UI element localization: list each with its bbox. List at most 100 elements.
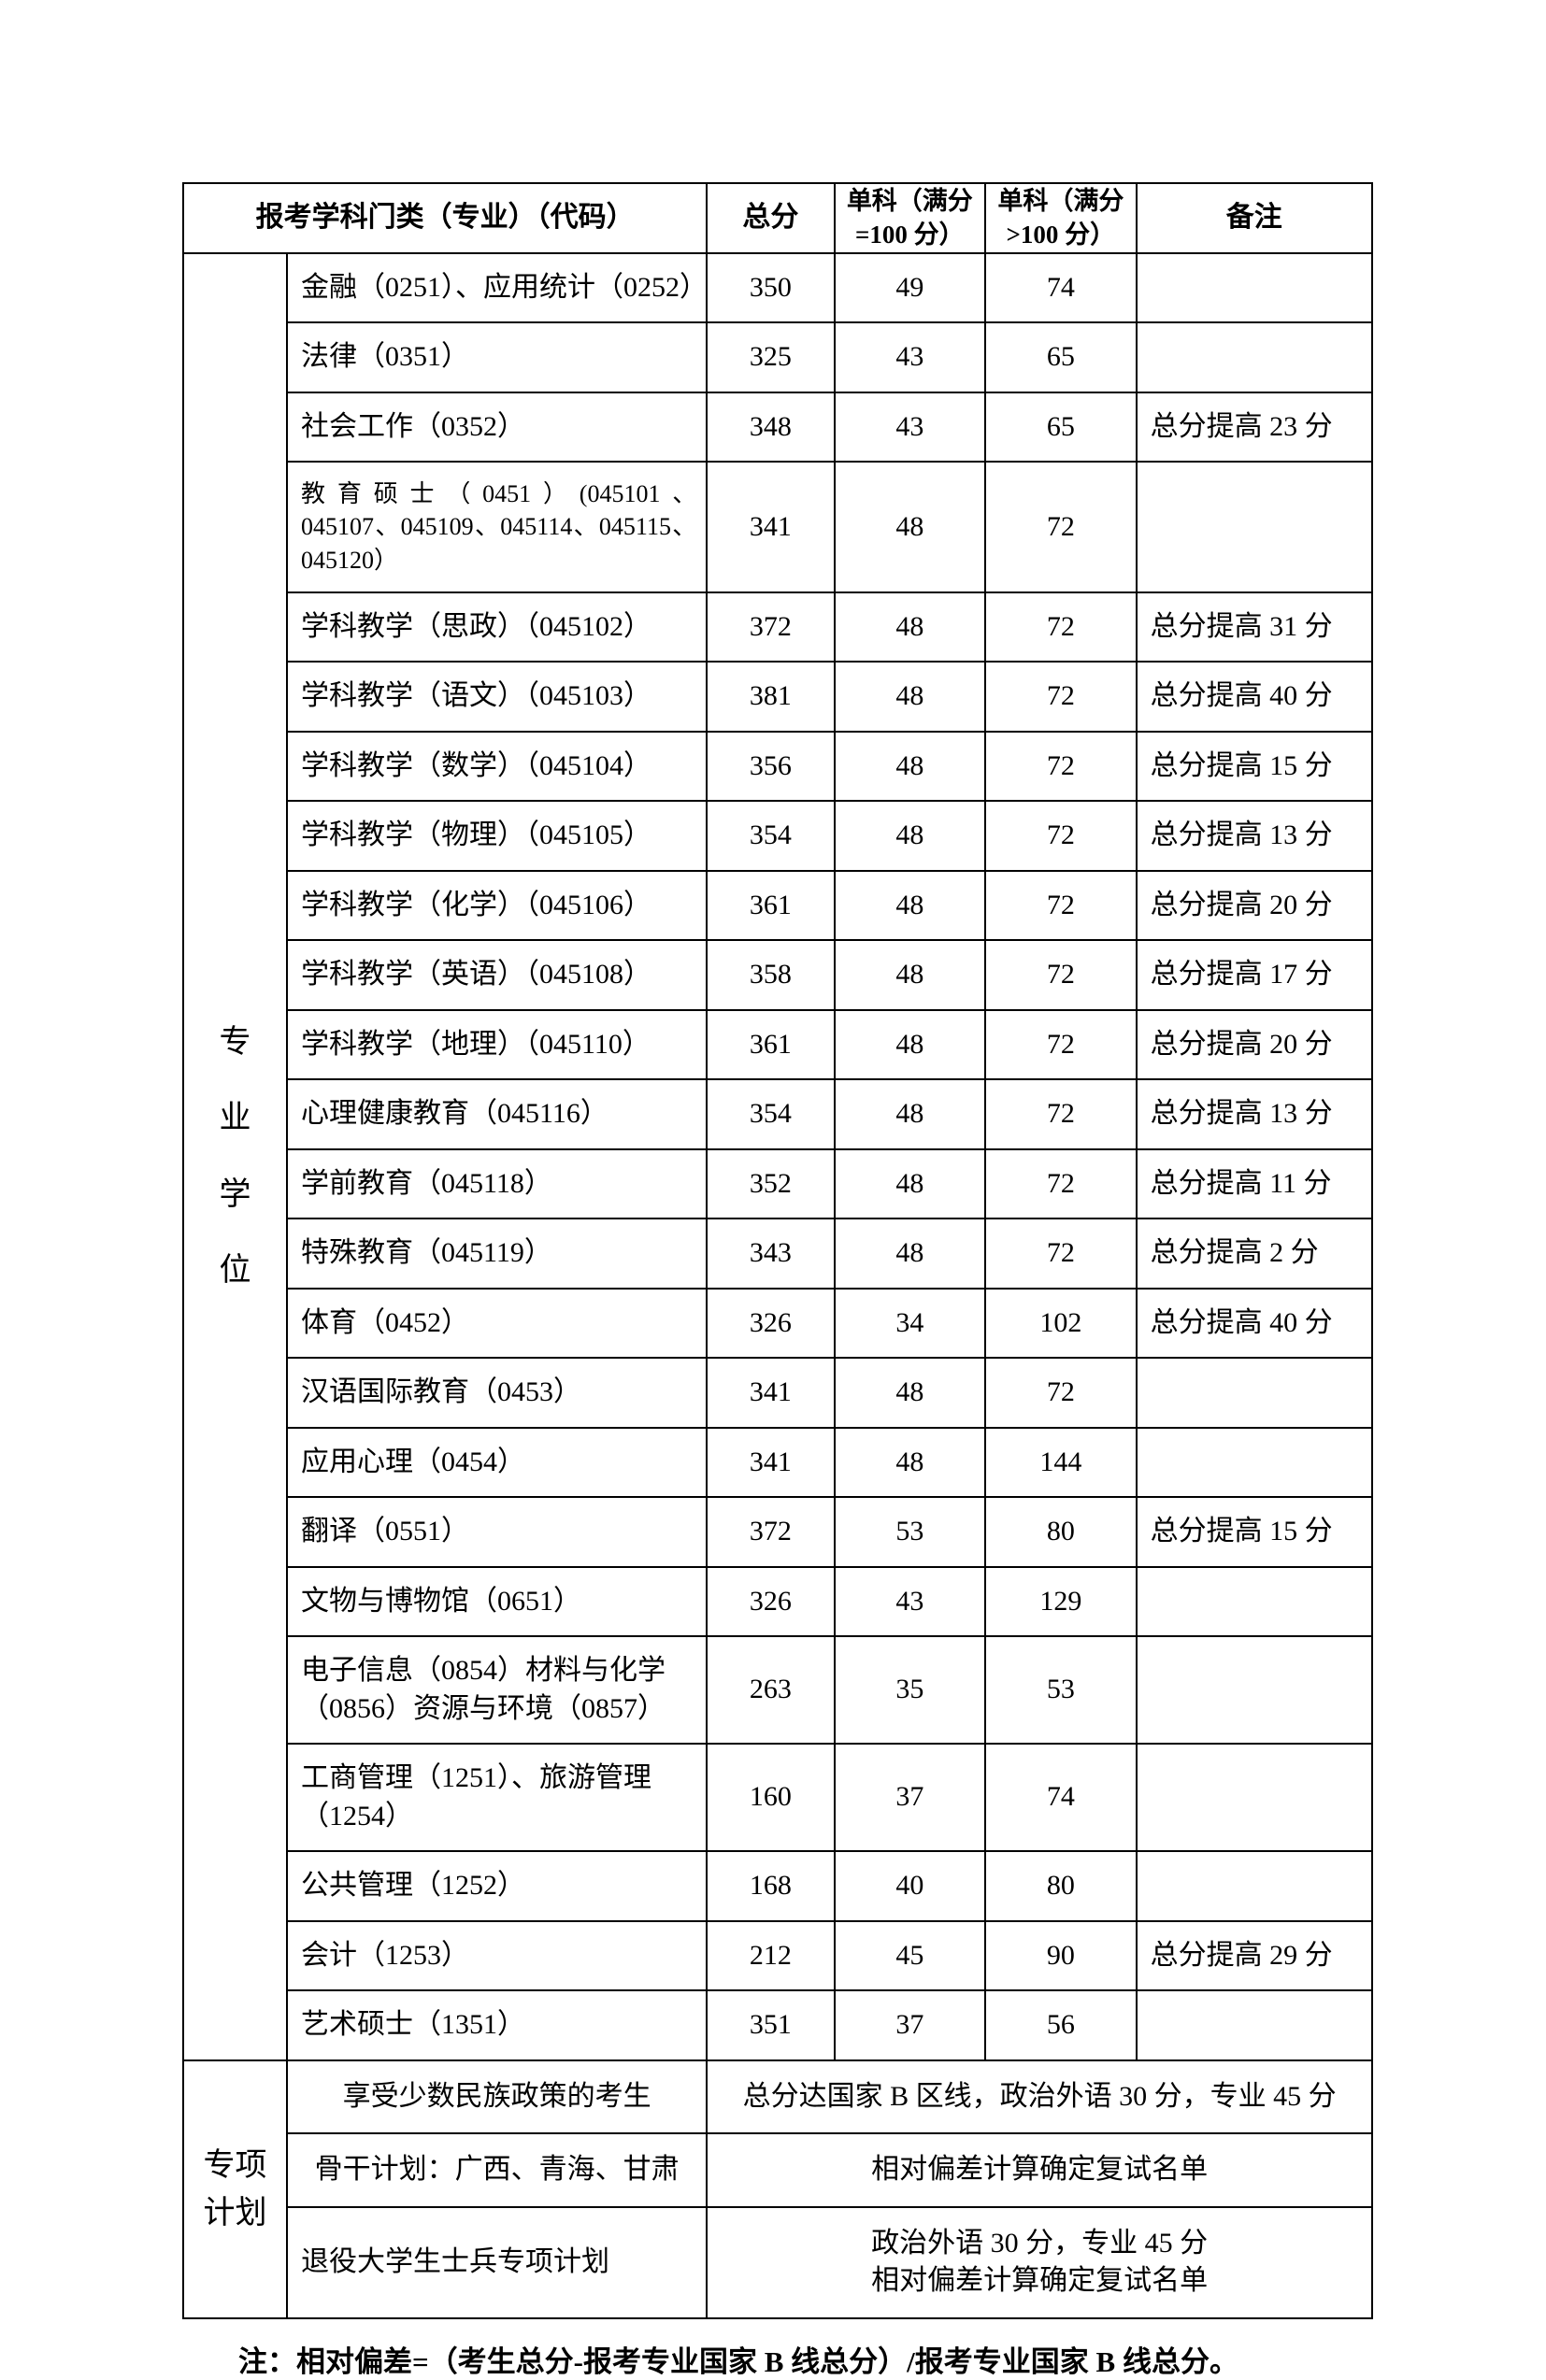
header-subj1: 单科（满分=100 分）	[835, 183, 986, 253]
table-row: 学科教学（物理）（045105）3544872总分提高 13 分	[183, 801, 1372, 871]
subject2-cell: 65	[985, 392, 1137, 463]
subject1-cell: 48	[835, 1079, 986, 1149]
total-score-cell: 212	[707, 1921, 834, 1991]
subject1-cell: 48	[835, 1149, 986, 1219]
subject2-cell: 72	[985, 462, 1137, 591]
subject1-cell: 48	[835, 801, 986, 871]
total-score-cell: 354	[707, 801, 834, 871]
subject1-cell: 48	[835, 1358, 986, 1428]
note-cell	[1137, 1428, 1372, 1498]
special-right-cell: 相对偏差计算确定复试名单	[707, 2133, 1372, 2207]
total-score-cell: 356	[707, 732, 834, 802]
subject1-cell: 43	[835, 1567, 986, 1637]
note-cell	[1137, 1851, 1372, 1921]
major-cell: 学前教育（045118）	[287, 1149, 707, 1219]
special-right-cell: 政治外语 30 分，专业 45 分相对偏差计算确定复试名单	[707, 2207, 1372, 2318]
total-score-cell: 168	[707, 1851, 834, 1921]
subject2-cell: 65	[985, 322, 1137, 392]
major-cell: 体育（0452）	[287, 1289, 707, 1359]
note-cell: 总分提高 13 分	[1137, 1079, 1372, 1149]
subject2-cell: 80	[985, 1851, 1137, 1921]
major-cell: 学科教学（化学）（045106）	[287, 871, 707, 941]
note-cell: 总分提高 20 分	[1137, 871, 1372, 941]
special-left-cell: 骨干计划：广西、青海、甘肃	[287, 2133, 707, 2207]
note-cell: 总分提高 31 分	[1137, 592, 1372, 663]
subject2-cell: 72	[985, 1219, 1137, 1289]
major-cell: 工商管理（1251）、旅游管理（1254）	[287, 1744, 707, 1851]
table-row: 文物与博物馆（0651）32643129	[183, 1567, 1372, 1637]
table-row: 学前教育（045118）3524872总分提高 11 分	[183, 1149, 1372, 1219]
major-cell: 法律（0351）	[287, 322, 707, 392]
total-score-cell: 350	[707, 253, 834, 323]
subject2-cell: 56	[985, 1990, 1137, 2060]
category-char: 专项	[184, 2142, 286, 2189]
table-row: 工商管理（1251）、旅游管理（1254）1603774	[183, 1744, 1372, 1851]
major-cell: 心理健康教育（045116）	[287, 1079, 707, 1149]
subject2-cell: 72	[985, 1079, 1137, 1149]
table-row: 特殊教育（045119）3434872总分提高 2 分	[183, 1219, 1372, 1289]
special-right-line: 相对偏差计算确定复试名单	[713, 2262, 1366, 2301]
note-cell	[1137, 1636, 1372, 1744]
note-cell: 总分提高 40 分	[1137, 1289, 1372, 1359]
header-subj2: 单科（满分>100 分）	[985, 183, 1137, 253]
header-note: 备注	[1137, 183, 1372, 253]
category-char: 计划	[184, 2189, 286, 2237]
table-row: 艺术硕士（1351）3513756	[183, 1990, 1372, 2060]
major-cell: 公共管理（1252）	[287, 1851, 707, 1921]
table-row: 法律（0351）3254365	[183, 322, 1372, 392]
table-row: 学科教学（化学）（045106）3614872总分提高 20 分	[183, 871, 1372, 941]
total-score-cell: 361	[707, 1010, 834, 1080]
header-row: 报考学科门类（专业）（代码） 总分 单科（满分=100 分） 单科（满分>100…	[183, 183, 1372, 253]
major-cell: 学科教学（思政）（045102）	[287, 592, 707, 663]
note-cell	[1137, 1567, 1372, 1637]
subject2-cell: 102	[985, 1289, 1137, 1359]
note-cell	[1137, 1744, 1372, 1851]
total-score-cell: 361	[707, 871, 834, 941]
subject1-cell: 43	[835, 392, 986, 463]
total-score-cell: 343	[707, 1219, 834, 1289]
subject2-cell: 72	[985, 1358, 1137, 1428]
subject1-cell: 45	[835, 1921, 986, 1991]
subject1-cell: 48	[835, 1219, 986, 1289]
table-row: 电子信息（0854）材料与化学（0856）资源与环境（0857）2633553	[183, 1636, 1372, 1744]
major-cell: 电子信息（0854）材料与化学（0856）资源与环境（0857）	[287, 1636, 707, 1744]
category-professional-degree: 专业学位	[183, 253, 287, 2060]
major-cell: 学科教学（物理）（045105）	[287, 801, 707, 871]
subject1-cell: 48	[835, 662, 986, 732]
note-cell: 总分提高 17 分	[1137, 940, 1372, 1010]
special-row: 退役大学生士兵专项计划政治外语 30 分，专业 45 分相对偏差计算确定复试名单	[183, 2207, 1372, 2318]
major-cell: 翻译（0551）	[287, 1497, 707, 1567]
subject1-cell: 48	[835, 592, 986, 663]
note-cell	[1137, 1990, 1372, 2060]
subject2-cell: 72	[985, 732, 1137, 802]
major-cell: 会计（1253）	[287, 1921, 707, 1991]
major-cell: 文物与博物馆（0651）	[287, 1567, 707, 1637]
total-score-cell: 326	[707, 1289, 834, 1359]
total-score-cell: 341	[707, 462, 834, 591]
subject2-cell: 72	[985, 662, 1137, 732]
table-row: 会计（1253）2124590总分提高 29 分	[183, 1921, 1372, 1991]
total-score-cell: 326	[707, 1567, 834, 1637]
note-cell	[1137, 1358, 1372, 1428]
table-row: 学科教学（语文）（045103）3814872总分提高 40 分	[183, 662, 1372, 732]
subject2-cell: 90	[985, 1921, 1137, 1991]
major-cell: 学科教学（语文）（045103）	[287, 662, 707, 732]
header-major: 报考学科门类（专业）（代码）	[183, 183, 707, 253]
subject1-cell: 37	[835, 1744, 986, 1851]
subject2-cell: 144	[985, 1428, 1137, 1498]
note-cell: 总分提高 20 分	[1137, 1010, 1372, 1080]
note-cell: 总分提高 40 分	[1137, 662, 1372, 732]
note-cell: 总分提高 29 分	[1137, 1921, 1372, 1991]
score-table: 报考学科门类（专业）（代码） 总分 单科（满分=100 分） 单科（满分>100…	[182, 182, 1373, 2319]
major-cell: 应用心理（0454）	[287, 1428, 707, 1498]
total-score-cell: 351	[707, 1990, 834, 2060]
table-row: 公共管理（1252）1684080	[183, 1851, 1372, 1921]
subject2-cell: 72	[985, 1149, 1137, 1219]
subject2-cell: 72	[985, 871, 1137, 941]
special-right-line: 政治外语 30 分，专业 45 分	[713, 2225, 1366, 2263]
table-row: 社会工作（0352）3484365总分提高 23 分	[183, 392, 1372, 463]
note-cell: 总分提高 13 分	[1137, 801, 1372, 871]
subject2-cell: 53	[985, 1636, 1137, 1744]
total-score-cell: 358	[707, 940, 834, 1010]
table-row: 汉语国际教育（0453）3414872	[183, 1358, 1372, 1428]
